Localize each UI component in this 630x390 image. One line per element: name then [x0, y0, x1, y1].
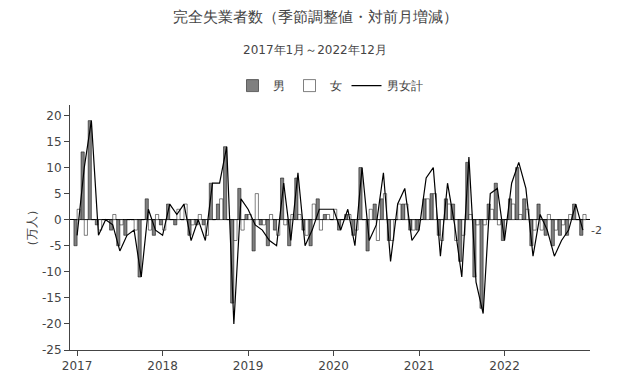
svg-text:15: 15 [46, 135, 61, 149]
svg-text:男女計: 男女計 [387, 79, 423, 93]
svg-text:女: 女 [330, 79, 342, 93]
svg-text:5: 5 [54, 187, 62, 201]
svg-text:2019: 2019 [233, 359, 264, 373]
svg-text:2022: 2022 [489, 359, 520, 373]
svg-text:-20: -20 [42, 317, 62, 331]
svg-text:10: 10 [46, 161, 61, 175]
svg-text:-5: -5 [50, 239, 62, 253]
svg-text:20: 20 [46, 109, 61, 123]
svg-text:-25: -25 [42, 343, 62, 357]
svg-text:2018: 2018 [147, 359, 178, 373]
svg-text:0: 0 [54, 213, 62, 227]
svg-text:男: 男 [273, 79, 285, 93]
svg-text:-10: -10 [42, 265, 62, 279]
svg-text:2020: 2020 [318, 359, 349, 373]
svg-text:完全失業者数（季節調整値・対前月増減）: 完全失業者数（季節調整値・対前月増減） [173, 8, 458, 26]
svg-text:2017: 2017 [62, 359, 93, 373]
svg-text:-2: -2 [591, 224, 602, 237]
svg-text:-15: -15 [42, 291, 62, 305]
svg-text:2021: 2021 [404, 359, 435, 373]
svg-text:（万人）: （万人） [25, 204, 39, 252]
svg-text:2017年1月～2022年12月: 2017年1月～2022年12月 [243, 43, 387, 57]
